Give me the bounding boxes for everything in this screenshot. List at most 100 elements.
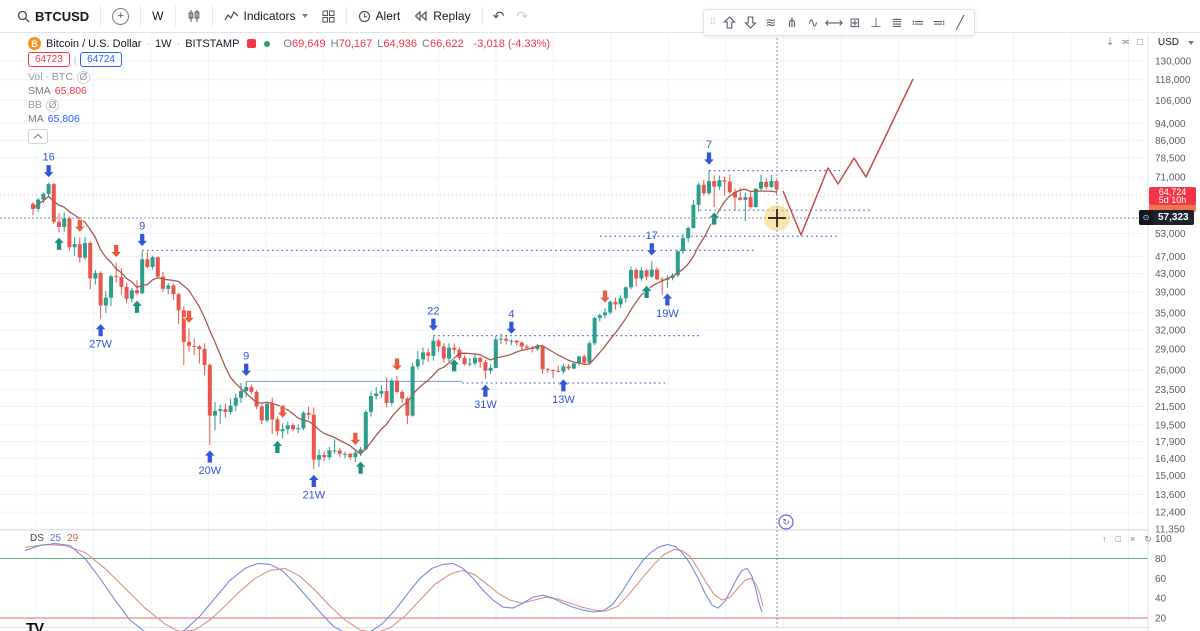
signal-arrow-down-4[interactable]: 4: [505, 308, 518, 335]
svg-text:7: 7: [706, 139, 712, 151]
pane-icon[interactable]: ↑: [1102, 534, 1107, 544]
alert-button[interactable]: Alert: [351, 6, 408, 26]
svg-text:17: 17: [646, 230, 658, 242]
bid-price-button[interactable]: 64723: [28, 52, 70, 67]
legend-row-sma[interactable]: SMA 65,806: [28, 84, 90, 98]
tradingview-logo[interactable]: TV: [26, 620, 44, 631]
time-axis[interactable]: [0, 628, 1200, 631]
dot-separator: ·: [146, 37, 151, 50]
axis-icon[interactable]: ≍: [1121, 37, 1130, 48]
signal-arrow-up-19W[interactable]: 19W: [656, 292, 679, 320]
signal-arrow-down-9[interactable]: 9: [135, 221, 149, 248]
signal-arrow-down-9[interactable]: 9: [239, 350, 253, 377]
svg-text:31W: 31W: [474, 399, 497, 411]
signal-arrow-down-7[interactable]: 7: [702, 139, 716, 166]
anchored-text-tool[interactable]: ⊥: [870, 14, 882, 30]
currency-label[interactable]: USD: [1157, 37, 1179, 48]
drag-handle-icon[interactable]: ⠿: [709, 17, 717, 27]
signal-arrow-up-13W[interactable]: 13W: [552, 378, 575, 406]
symbol-exchange[interactable]: BITSTAMP: [185, 37, 240, 50]
stoch-value-d: 29: [67, 533, 79, 544]
legend-collapse-button[interactable]: [28, 129, 48, 144]
svg-text:47,000: 47,000: [1155, 252, 1186, 263]
signal-arrow-down-16[interactable]: 16: [42, 152, 55, 179]
svg-text:80: 80: [1155, 554, 1167, 565]
price-axis[interactable]: [1148, 34, 1200, 631]
signal-arrow-up[interactable]: [354, 460, 367, 475]
axis-icon[interactable]: ⇣: [1106, 37, 1115, 48]
alert-label: Alert: [375, 9, 401, 23]
svg-text:100: 100: [1155, 534, 1172, 545]
eye-off-icon[interactable]: Ø: [46, 98, 60, 112]
stochastic-legend[interactable]: DS 25 29: [30, 533, 78, 544]
signal-arrow-up[interactable]: [447, 358, 461, 373]
signal-arrow-up[interactable]: [130, 299, 144, 314]
pitchfork-tool[interactable]: ⋔: [786, 14, 798, 30]
grid-box-tool[interactable]: ⊞: [849, 14, 861, 30]
legend-row-volume[interactable]: Vol · BTC Ø: [28, 70, 90, 84]
indicators-legend: Vol · BTC Ø SMA 65,806 BB Ø MA 65,806: [28, 70, 90, 144]
signal-arrow-up[interactable]: [707, 211, 721, 226]
svg-text:4: 4: [508, 308, 514, 320]
support-resistance-levels[interactable]: [142, 169, 870, 384]
bar-countdown: 5d 10h: [1158, 195, 1187, 205]
signal-arrow-down[interactable]: [349, 432, 362, 446]
signal-arrow-down[interactable]: [276, 404, 289, 419]
signal-arrow-down[interactable]: [182, 310, 196, 324]
date-range-tool[interactable]: ⟷: [824, 14, 844, 30]
refresh-marker-icon[interactable]: ↻: [778, 514, 794, 530]
pane-icon[interactable]: ×: [1129, 534, 1136, 544]
bitcoin-icon: B: [28, 37, 41, 50]
legend-row-ma[interactable]: MA 65,806: [28, 112, 90, 126]
signal-arrow-down[interactable]: [109, 244, 123, 259]
signal-arrow-down-17[interactable]: 17: [645, 230, 659, 257]
signal-arrow-up[interactable]: [640, 284, 653, 299]
symbol-interval[interactable]: 1W: [155, 37, 172, 50]
ask-price-button[interactable]: 64724: [80, 52, 122, 67]
signal-arrow-down-22[interactable]: 22: [427, 305, 440, 332]
signal-arrow-up-27W[interactable]: 27W: [89, 323, 113, 351]
projection-drawing[interactable]: [782, 78, 914, 236]
pattern-a-tool[interactable]: ≔: [911, 14, 925, 30]
trend-line-tool[interactable]: ╱: [956, 14, 964, 30]
flag-icon[interactable]: [247, 39, 257, 48]
zigzag-tool[interactable]: ∿: [807, 14, 819, 30]
signal-arrow-up-20W[interactable]: 20W: [198, 449, 222, 477]
signal-arrow-down[interactable]: [73, 219, 87, 233]
signal-arrow-up-31W[interactable]: 31W: [474, 383, 497, 411]
signal-arrow-up[interactable]: [52, 236, 66, 251]
svg-text:21W: 21W: [302, 489, 325, 501]
svg-text:23,500: 23,500: [1155, 385, 1186, 396]
signal-arrow-up-21W[interactable]: 21W: [302, 473, 326, 501]
replay-button[interactable]: Replay: [407, 6, 477, 26]
legend-row-bb[interactable]: BB Ø: [28, 98, 90, 112]
layout-grid-button[interactable]: [315, 7, 342, 26]
symbol-full-name[interactable]: Bitcoin / U.S. Dollar: [46, 37, 142, 50]
undo-button[interactable]: ↶: [492, 7, 505, 24]
chart-style-button[interactable]: [180, 6, 208, 26]
pane-icon[interactable]: ↻: [1144, 534, 1152, 544]
parallel-channel-tool[interactable]: ≋: [765, 14, 777, 30]
indicators-button[interactable]: Indicators: [217, 6, 315, 26]
compare-add-button[interactable]: +: [105, 5, 136, 28]
toolbar-divider: [140, 6, 142, 26]
arrow-down-tool[interactable]: [740, 12, 760, 33]
symbol-search-button[interactable]: BTCUSD: [10, 6, 96, 27]
axis-icon[interactable]: □: [1136, 37, 1143, 48]
eye-off-icon[interactable]: Ø: [76, 70, 90, 84]
arrow-up-tool[interactable]: [719, 12, 739, 33]
svg-text:106,000: 106,000: [1155, 96, 1192, 107]
signal-arrow-down[interactable]: [598, 289, 612, 304]
signal-arrow-down[interactable]: [390, 357, 404, 372]
volume-profile-tool[interactable]: ≣: [891, 14, 903, 30]
signal-arrow-up[interactable]: [271, 439, 284, 454]
svg-text:9: 9: [139, 221, 145, 233]
dot-separator: ·: [176, 37, 181, 50]
svg-text:130,000: 130,000: [1155, 57, 1192, 68]
chevron-down-icon: [301, 14, 308, 18]
interval-button[interactable]: W: [145, 6, 170, 26]
pattern-b-tool[interactable]: ≕: [932, 14, 946, 30]
svg-text:13W: 13W: [552, 394, 575, 406]
symbol-name: BTCUSD: [35, 8, 90, 24]
pane-icon[interactable]: □: [1115, 534, 1121, 544]
